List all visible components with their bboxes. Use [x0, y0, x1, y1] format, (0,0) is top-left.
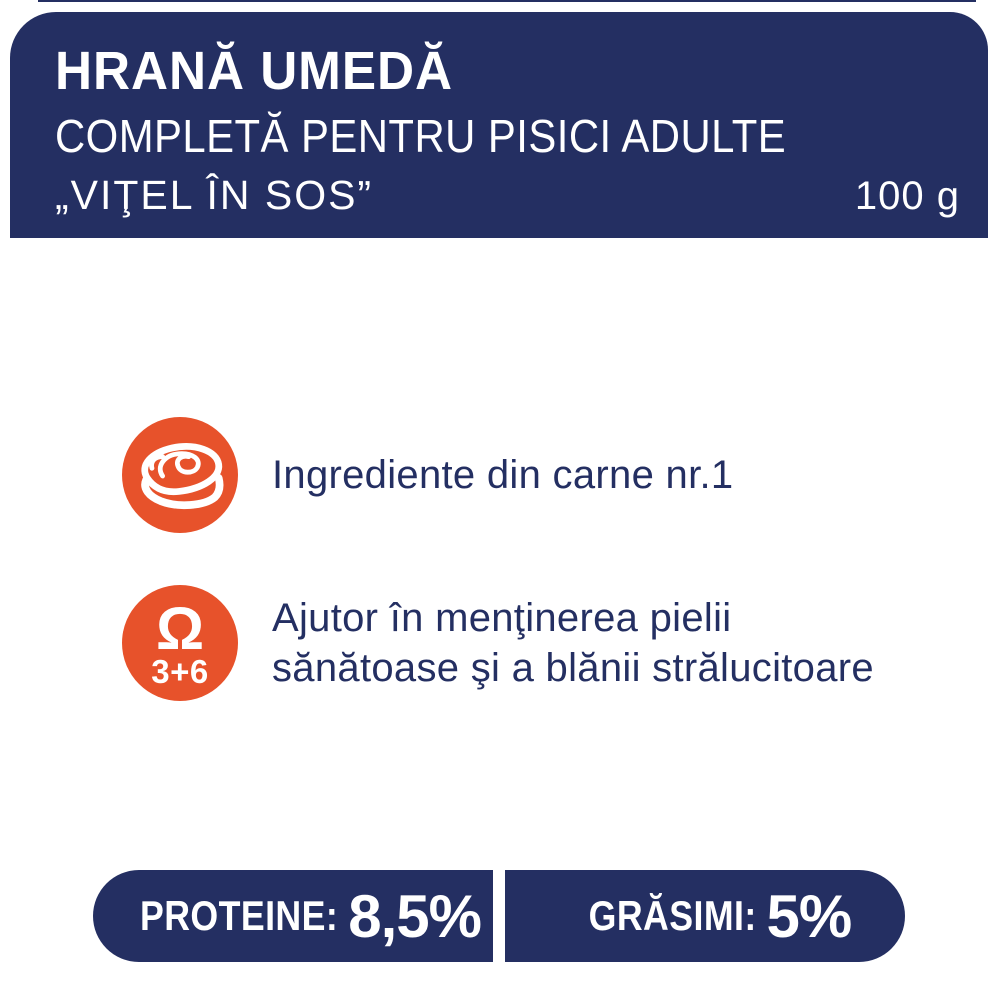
protein-badge: PROTEINE: 8,5% — [93, 870, 493, 962]
feature-text-line: Ajutor în menţinerea pielii — [272, 596, 732, 640]
protein-value: 8,5% — [348, 882, 482, 950]
meat-steak-icon — [122, 417, 238, 533]
page-title: HRANĂ UMEDĂ — [55, 41, 454, 101]
omega-symbol: Ω — [155, 594, 205, 662]
fat-value: 5% — [766, 882, 852, 950]
feature-row-omega: Ω 3+6 Ajutor în menţinerea pielii sănăto… — [122, 585, 874, 701]
feature-row-meat: Ingrediente din carne nr.1 — [122, 417, 733, 533]
header-banner: HRANĂ UMEDĂ COMPLETĂ PENTRU PISICI ADULT… — [10, 12, 988, 238]
nutrition-bar: PROTEINE: 8,5% GRĂSIMI: 5% — [0, 870, 1000, 962]
omega-3-6-label: 3+6 — [151, 652, 209, 690]
fat-label: GRĂSIMI: — [588, 892, 757, 939]
feature-text-meat: Ingrediente din carne nr.1 — [272, 450, 733, 500]
top-edge-line — [38, 0, 976, 2]
weight-value: 100 g — [854, 174, 960, 218]
omega-3-6-icon: Ω 3+6 — [122, 585, 238, 701]
fat-badge: GRĂSIMI: 5% — [505, 870, 905, 962]
page-subtitle: COMPLETĂ PENTRU PISICI ADULTE — [55, 110, 787, 162]
variety-name: „VIŢEL ÎN SOS” — [55, 172, 374, 218]
protein-label: PROTEINE: — [139, 892, 339, 939]
variety-row: „VIŢEL ÎN SOS” 100 g — [55, 172, 960, 219]
feature-text-line: Ingrediente din carne nr.1 — [272, 453, 734, 497]
feature-text-line: sănătoase şi a blănii strălucitoare — [272, 646, 874, 690]
feature-text-omega: Ajutor în menţinerea pielii sănătoase şi… — [272, 593, 874, 693]
